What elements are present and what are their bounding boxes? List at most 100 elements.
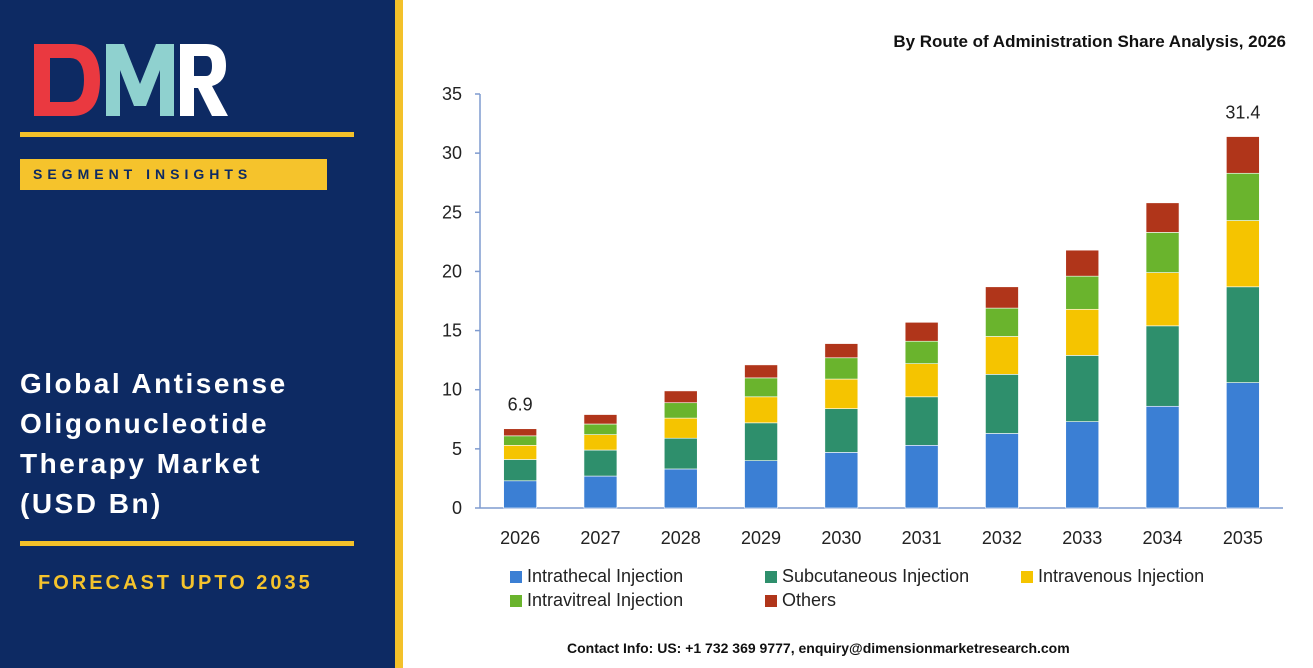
bar-segment-others [1065,249,1100,277]
bar-segment-intrathecal-injection [904,445,939,509]
bar-segment-others [663,390,698,404]
bar-segment-intravenous-injection [744,396,778,424]
bar-segment-intrathecal-injection [985,433,1019,509]
bar-segment-others [1226,136,1260,174]
x-tick-label: 2031 [902,528,942,548]
bar-segment-others [824,343,859,359]
bar-segment-subcutaneous-injection [503,459,537,482]
bar-segment-intrathecal-injection [1226,382,1260,509]
legend-item: Subcutaneous Injection [765,566,969,587]
bar-segment-intravenous-injection [904,363,939,398]
title-line: Oligonucleotide [20,408,270,439]
bar-segment-intrathecal-injection [1145,405,1180,509]
legend-label: Subcutaneous Injection [782,566,970,586]
legend-label: Intravenous Injection [1038,566,1205,586]
bar-segment-subcutaneous-injection [744,422,778,461]
bar-segment-intravitreal-injection [1065,275,1100,310]
legend-swatch [1021,570,1033,583]
bar-segment-intravitreal-injection [824,357,859,380]
logo-letter-d [34,44,100,116]
bar-segment-intrathecal-injection [744,460,778,509]
x-tick-label: 2029 [741,528,781,548]
x-tick-label: 2032 [982,528,1022,548]
dmr-logo [34,44,228,116]
bar-segment-intravitreal-injection [583,423,618,435]
bar-segment-intravenous-injection [663,417,698,439]
bar-segment-subcutaneous-injection [985,374,1019,434]
y-tick-label: 0 [452,498,462,518]
bar-segment-intrathecal-injection [824,452,859,509]
x-tick-label: 2035 [1223,528,1263,548]
bar-segment-others [904,321,939,342]
segment-insights-badge: SEGMENT INSIGHTS [20,159,327,190]
legend-label: Intravitreal Injection [527,590,684,610]
bar-segment-subcutaneous-injection [904,396,939,446]
bar-segment-intravenous-injection [583,434,618,451]
bar-segment-subcutaneous-injection [824,408,859,453]
legend-swatch [510,594,522,607]
bar-segment-subcutaneous-injection [663,437,698,470]
bar-segment-intravenous-injection [985,336,1019,375]
bar-segment-others [1145,202,1180,233]
y-tick-label: 25 [442,202,462,222]
title-line: Therapy Market [20,448,262,479]
bar-segment-intravitreal-injection [744,377,778,398]
bar-segment-intravenous-injection [1226,220,1260,288]
y-tick-label: 35 [442,84,462,104]
bar-segment-intravitreal-injection [663,402,698,419]
x-tick-label: 2028 [661,528,701,548]
bar-segment-intrathecal-injection [1065,421,1100,509]
bar-segment-subcutaneous-injection [1145,325,1180,407]
x-tick-label: 2026 [500,528,540,548]
bar-segment-intravenous-injection [1065,308,1100,356]
bar-segment-intrathecal-injection [663,468,698,509]
bar-segment-intravitreal-injection [1145,232,1180,273]
sidebar: SEGMENT INSIGHTS Global Antisense Oligon… [0,0,395,668]
legend-swatch [510,570,522,583]
x-tick-label: 2034 [1143,528,1183,548]
x-tick-label: 2030 [821,528,861,548]
legend-label: Intrathecal Injection [527,566,684,586]
title-line: (USD Bn) [20,488,163,519]
bar-segment-intrathecal-injection [583,475,618,509]
legend-label: Others [782,590,837,610]
bar-segment-intravenous-injection [824,378,859,409]
bar-segment-subcutaneous-injection [583,449,618,477]
x-tick-label: 2033 [1062,528,1102,548]
bar-segment-others [985,286,1019,309]
chart-title: By Route of Administration Share Analysi… [893,32,1286,51]
legend-swatch [765,594,777,607]
y-tick-label: 20 [442,261,462,281]
logo-letter-m [106,44,174,116]
y-tick-label: 5 [452,439,462,459]
legend-item: Intrathecal Injection [510,566,683,587]
legend-item: Intravitreal Injection [510,590,683,611]
y-tick-label: 30 [442,143,462,163]
y-tick-label: 10 [442,380,462,400]
stacked-bar-chart: 0 5 10 15 20 25 30 35 2026 6.9 2027 2028 2029 2030 203… [442,84,1283,548]
bottom-divider [20,541,354,546]
bar-segment-intravitreal-injection [1226,172,1260,221]
bar-segment-intravitreal-injection [503,435,537,446]
x-tick-label: 2027 [580,528,620,548]
report-title: Global Antisense Oligonucleotide Therapy… [20,364,380,524]
legend-item: Intravenous Injection [1021,566,1204,587]
bar-segment-intrathecal-injection [503,480,537,509]
y-tick-label: 15 [442,321,462,341]
title-line: Global Antisense [20,368,288,399]
data-label: 6.9 [508,395,533,415]
bar-segment-others [503,428,537,437]
bar-segment-others [744,364,778,379]
forecast-label: FORECAST UPTO 2035 [38,572,313,594]
bar-segment-others [583,414,618,425]
legend-swatch [765,570,777,583]
contact-info: Contact Info: US: +1 732 369 9777, enqui… [567,640,1070,656]
bar-segment-subcutaneous-injection [1226,286,1260,383]
legend-item: Others [765,590,836,611]
bar-segment-intravenous-injection [1145,272,1180,327]
logo-letter-r [180,44,228,116]
data-label: 31.4 [1225,103,1260,123]
bar-segment-intravitreal-injection [985,307,1019,337]
bar-segment-subcutaneous-injection [1065,355,1100,422]
